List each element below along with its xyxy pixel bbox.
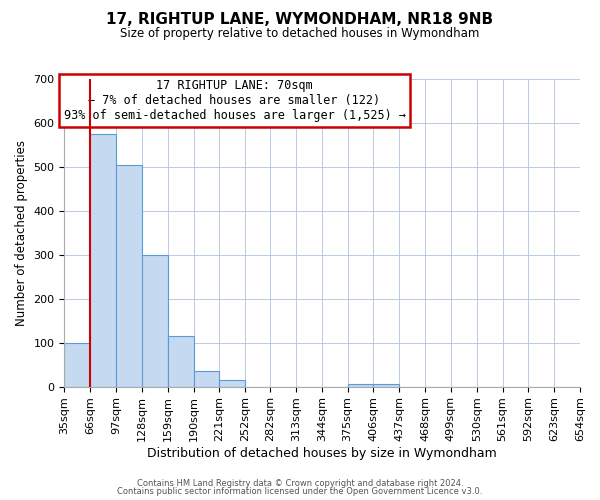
Text: 17 RIGHTUP LANE: 70sqm
← 7% of detached houses are smaller (122)
93% of semi-det: 17 RIGHTUP LANE: 70sqm ← 7% of detached …: [64, 79, 406, 122]
Bar: [167, 336, 194, 386]
Y-axis label: Number of detached properties: Number of detached properties: [15, 140, 28, 326]
Text: Size of property relative to detached houses in Wymondham: Size of property relative to detached ho…: [121, 28, 479, 40]
Text: Contains public sector information licensed under the Open Government Licence v3: Contains public sector information licen…: [118, 487, 482, 496]
Bar: [373, 384, 399, 386]
X-axis label: Distribution of detached houses by size in Wymondham: Distribution of detached houses by size …: [148, 447, 497, 460]
Bar: [116, 164, 142, 386]
Bar: [142, 255, 167, 386]
Bar: [347, 384, 373, 386]
Bar: [194, 371, 220, 386]
Text: Contains HM Land Registry data © Crown copyright and database right 2024.: Contains HM Land Registry data © Crown c…: [137, 478, 463, 488]
Bar: [90, 134, 116, 386]
Text: 17, RIGHTUP LANE, WYMONDHAM, NR18 9NB: 17, RIGHTUP LANE, WYMONDHAM, NR18 9NB: [106, 12, 494, 28]
Bar: [220, 380, 245, 386]
Bar: [64, 342, 90, 386]
